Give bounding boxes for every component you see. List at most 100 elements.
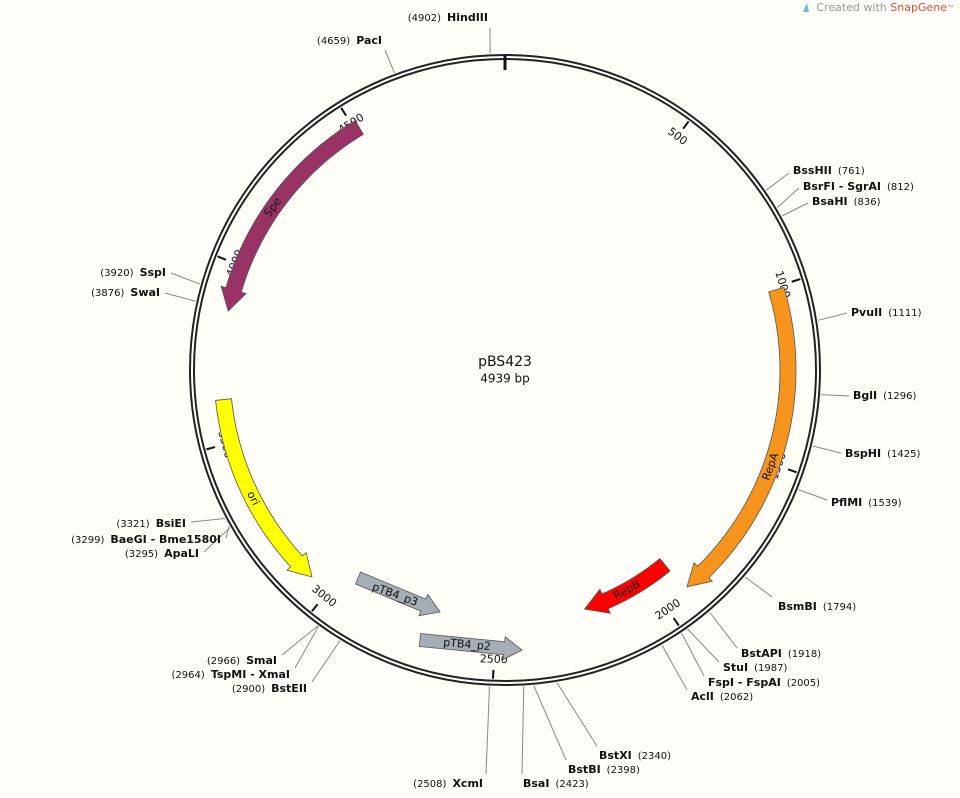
enzyme-name: SwaI bbox=[130, 286, 160, 299]
enzyme-site: (2966) bbox=[207, 656, 240, 667]
enzyme-name: BglI bbox=[853, 389, 877, 402]
enzyme-leader bbox=[821, 394, 850, 397]
enzyme-label: BstXI (2340) bbox=[599, 749, 671, 762]
enzyme-label: (3920) SspI bbox=[100, 266, 166, 279]
enzyme-leader bbox=[164, 292, 196, 302]
enzyme-site: (4902) bbox=[408, 13, 441, 24]
enzyme-label: BglI (1296) bbox=[853, 389, 916, 402]
enzyme-site: (2508) bbox=[413, 779, 446, 790]
enzyme-name: BstBI bbox=[568, 763, 601, 776]
enzyme-name: PacI bbox=[356, 34, 382, 47]
enzyme-leader bbox=[681, 633, 705, 677]
enzyme-site: (1539) bbox=[868, 498, 901, 509]
enzyme-name: SmaI bbox=[246, 654, 277, 667]
enzyme-name: BssHII bbox=[793, 164, 832, 177]
enzyme-site: (2062) bbox=[720, 692, 753, 703]
enzyme-site: (2340) bbox=[638, 751, 671, 762]
enzyme-name: BsaHI bbox=[812, 195, 848, 208]
watermark-brand: SnapGene bbox=[890, 1, 947, 14]
enzyme-name: XcmI bbox=[452, 777, 483, 790]
enzyme-label: PvuII (1111) bbox=[851, 306, 922, 319]
enzyme-site: (761) bbox=[838, 166, 865, 177]
enzyme-name: TspMI - XmaI bbox=[211, 668, 290, 681]
enzyme-name: ApaLI bbox=[164, 547, 199, 560]
enzyme-site: (3321) bbox=[116, 519, 149, 530]
enzyme-leader bbox=[661, 645, 688, 691]
enzyme-name: BstAPI bbox=[741, 647, 782, 660]
tick-mark bbox=[791, 278, 801, 283]
enzyme-label: FspI - FspAI (2005) bbox=[708, 676, 820, 689]
enzyme-leader bbox=[556, 682, 598, 747]
feature-arrow bbox=[220, 120, 364, 312]
feature-label: pTB4_p2 bbox=[443, 636, 492, 653]
watermark: Created with SnapGene™ bbox=[816, 1, 955, 14]
enzyme-name: BsmBI bbox=[778, 600, 817, 613]
enzyme-site: (2964) bbox=[172, 670, 205, 681]
enzyme-leader bbox=[521, 686, 525, 775]
enzyme-name: PflMI bbox=[831, 496, 862, 509]
enzyme-site: (812) bbox=[887, 182, 914, 193]
enzyme-site: (4659) bbox=[317, 36, 350, 47]
plasmid-size: 4939 bp bbox=[480, 372, 530, 386]
enzyme-label: StuI (1987) bbox=[723, 661, 787, 674]
enzyme-name: SspI bbox=[140, 266, 166, 279]
enzyme-leader bbox=[744, 576, 773, 598]
enzyme-site: (1425) bbox=[887, 449, 920, 460]
feature-arrow bbox=[686, 286, 797, 588]
feature-arrow bbox=[354, 571, 441, 617]
enzyme-leader bbox=[781, 202, 809, 217]
enzyme-label: BsaHI (836) bbox=[812, 195, 881, 208]
enzyme-name: PvuII bbox=[851, 306, 882, 319]
enzyme-name: FspI - FspAI bbox=[708, 676, 781, 689]
enzyme-label: (2966) SmaI bbox=[207, 654, 277, 667]
enzyme-leader bbox=[281, 625, 319, 656]
enzyme-leader bbox=[485, 686, 490, 775]
enzyme-leader bbox=[294, 626, 319, 669]
watermark-tm: ™ bbox=[947, 4, 955, 13]
enzyme-leader bbox=[225, 526, 230, 539]
enzyme-label: (2964) TspMI - XmaI bbox=[172, 668, 290, 681]
tick-mark bbox=[672, 617, 680, 627]
enzyme-label: (3321) BsiEI bbox=[116, 517, 186, 530]
enzyme-label: BsaI (2423) bbox=[523, 777, 589, 790]
enzyme-leader bbox=[170, 272, 201, 285]
enzyme-label: (4659) PacI bbox=[317, 34, 382, 47]
enzyme-leader bbox=[384, 49, 395, 74]
enzyme-site: (1987) bbox=[754, 663, 787, 674]
tick-label: 2500 bbox=[480, 652, 508, 666]
feature-arrow bbox=[583, 557, 671, 614]
enzyme-site: (2398) bbox=[607, 765, 640, 776]
enzyme-site: (1296) bbox=[883, 391, 916, 402]
enzyme-name: BaeGI - Bme1580I bbox=[110, 533, 221, 546]
enzyme-label: (4902) HindIII bbox=[408, 11, 488, 24]
enzyme-leader bbox=[817, 312, 848, 321]
logo bbox=[803, 3, 809, 12]
enzyme-leader bbox=[776, 187, 800, 208]
tick-mark bbox=[340, 107, 347, 117]
enzyme-site: (3299) bbox=[71, 535, 104, 546]
enzyme-name: AclI bbox=[691, 690, 714, 703]
feature-label: ori bbox=[244, 489, 262, 508]
tick-mark bbox=[206, 446, 216, 451]
watermark-prefix: Created with bbox=[816, 1, 886, 14]
enzyme-leader bbox=[203, 527, 231, 553]
tick-mark bbox=[217, 255, 227, 261]
enzyme-name: BsaI bbox=[523, 777, 549, 790]
enzyme-label: AclI (2062) bbox=[691, 690, 753, 703]
enzyme-label: (3299) BaeGI - Bme1580I bbox=[71, 533, 221, 546]
feature-arrow bbox=[215, 398, 313, 578]
enzyme-site: (2900) bbox=[232, 684, 265, 695]
enzyme-leader bbox=[687, 628, 720, 663]
enzyme-label: (3876) SwaI bbox=[91, 286, 160, 299]
enzyme-site: (1918) bbox=[788, 649, 821, 660]
enzyme-label: BspHI (1425) bbox=[845, 447, 920, 460]
enzyme-site: (3876) bbox=[91, 288, 124, 299]
enzyme-label: (2900) BstEII bbox=[232, 682, 307, 695]
plasmid-name: pBS423 bbox=[478, 354, 532, 370]
tick-mark bbox=[311, 603, 319, 612]
feature-arrow bbox=[418, 633, 523, 661]
enzyme-label: BstBI (2398) bbox=[568, 763, 640, 776]
enzyme-name: StuI bbox=[723, 661, 748, 674]
enzyme-leader bbox=[533, 685, 567, 761]
